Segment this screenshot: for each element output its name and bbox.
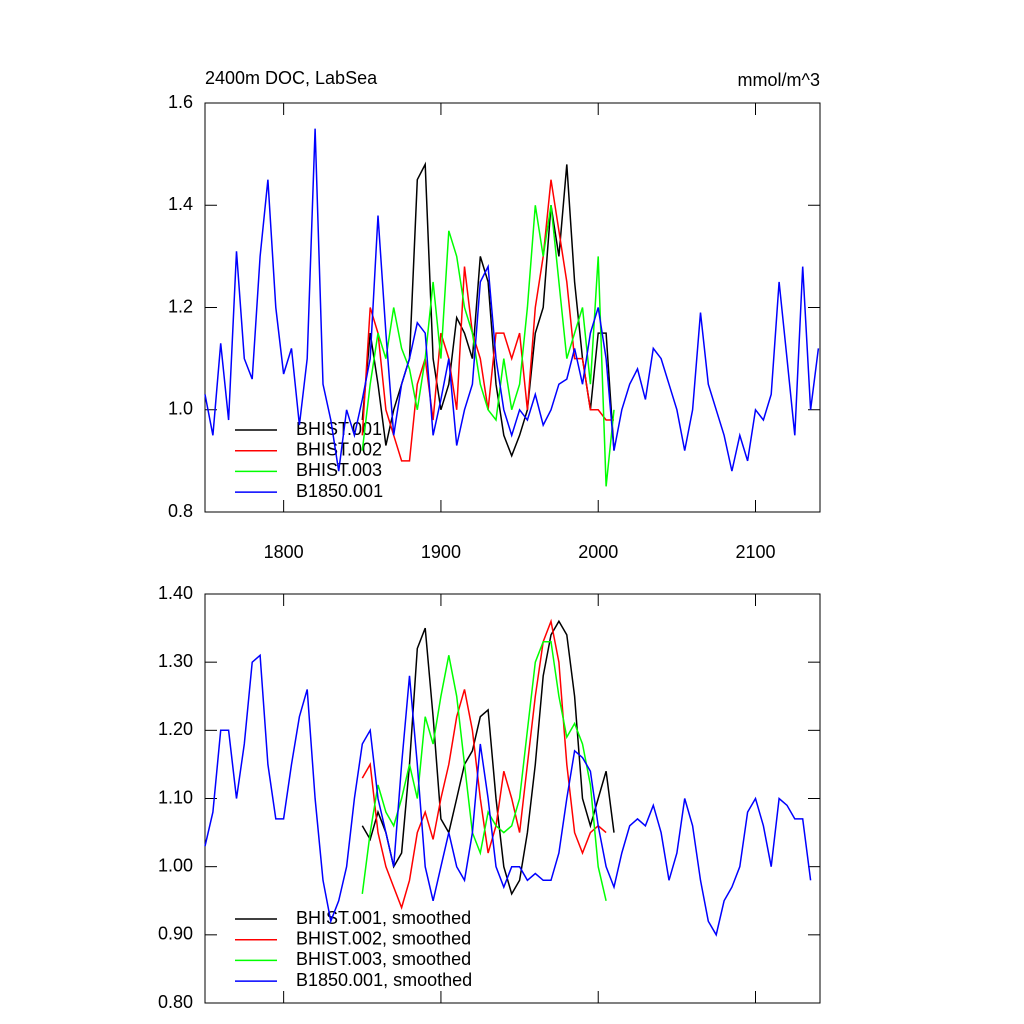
legend-label: B1850.001: [296, 481, 383, 501]
y-tick-label: 1.0: [168, 399, 193, 419]
series-line: [361, 619, 615, 896]
series-line: [361, 205, 615, 487]
series-line: [204, 653, 812, 937]
legend-label: B1850.001, smoothed: [296, 970, 472, 990]
y-tick-label: 1.10: [158, 787, 193, 807]
legend-label: BHIST.003, smoothed: [296, 949, 471, 969]
legend-label: BHIST.002, smoothed: [296, 928, 471, 948]
x-tick-label: 2000: [578, 542, 618, 562]
y-tick-label: 1.6: [168, 92, 193, 112]
legend-label: BHIST.002: [296, 439, 382, 459]
y-tick-label: 0.80: [158, 992, 193, 1012]
series-line: [361, 640, 607, 901]
series-line: [361, 179, 614, 462]
y-tick-label: 1.00: [158, 855, 193, 875]
y-tick-label: 1.4: [168, 194, 193, 214]
y-tick-label: 1.40: [158, 583, 193, 603]
legend-label: BHIST.001: [296, 419, 382, 439]
series-line: [361, 618, 607, 910]
y-tick-label: 1.30: [158, 651, 193, 671]
legend-label: BHIST.001, smoothed: [296, 908, 471, 928]
y-tick-label: 0.90: [158, 924, 193, 944]
series-line: [204, 128, 820, 472]
x-tick-label: 1900: [421, 542, 461, 562]
chart-title: 2400m DOC, LabSea: [205, 68, 378, 88]
y-tick-label: 1.20: [158, 719, 193, 739]
x-tick-label: 1800: [264, 542, 304, 562]
y-tick-label: 0.8: [168, 501, 193, 521]
units-label: mmol/m^3: [738, 70, 820, 90]
y-tick-label: 1.2: [168, 296, 193, 316]
series-line: [361, 161, 615, 458]
x-tick-label: 2100: [735, 542, 775, 562]
